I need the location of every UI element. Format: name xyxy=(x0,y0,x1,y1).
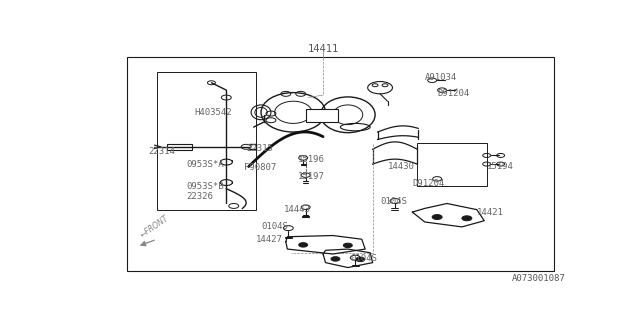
Text: 14411: 14411 xyxy=(307,44,339,54)
Text: 15194: 15194 xyxy=(486,162,513,171)
Circle shape xyxy=(331,257,340,261)
Bar xyxy=(306,108,338,122)
Text: A91034: A91034 xyxy=(425,73,457,82)
Text: 0104S: 0104S xyxy=(350,254,377,263)
Text: ←FRONT: ←FRONT xyxy=(138,213,170,239)
Circle shape xyxy=(462,216,472,221)
Circle shape xyxy=(299,243,308,247)
Text: A073001087: A073001087 xyxy=(513,274,566,283)
Text: 0104S: 0104S xyxy=(380,196,407,205)
Text: D91204: D91204 xyxy=(412,179,445,188)
Text: 0953S*B: 0953S*B xyxy=(187,182,224,191)
Bar xyxy=(127,57,554,271)
Text: 14443: 14443 xyxy=(284,205,310,214)
Text: 0953S*A: 0953S*A xyxy=(187,160,224,169)
Bar xyxy=(417,143,487,186)
Text: 15196: 15196 xyxy=(298,155,325,164)
Bar xyxy=(167,144,191,150)
Circle shape xyxy=(432,215,442,220)
Text: 22314: 22314 xyxy=(148,147,175,156)
Circle shape xyxy=(356,257,365,262)
Text: 14427: 14427 xyxy=(256,235,283,244)
Text: 22326: 22326 xyxy=(187,192,214,201)
Circle shape xyxy=(344,243,352,248)
Text: 22315: 22315 xyxy=(246,144,273,153)
Bar xyxy=(157,72,256,210)
Text: 0104S: 0104S xyxy=(261,222,288,231)
Text: 15197: 15197 xyxy=(298,172,325,181)
Text: H403542: H403542 xyxy=(194,108,232,117)
Text: 14430: 14430 xyxy=(388,162,414,171)
Text: 14421: 14421 xyxy=(477,208,504,217)
Text: D91204: D91204 xyxy=(437,89,469,98)
Text: F90807: F90807 xyxy=(244,163,276,172)
